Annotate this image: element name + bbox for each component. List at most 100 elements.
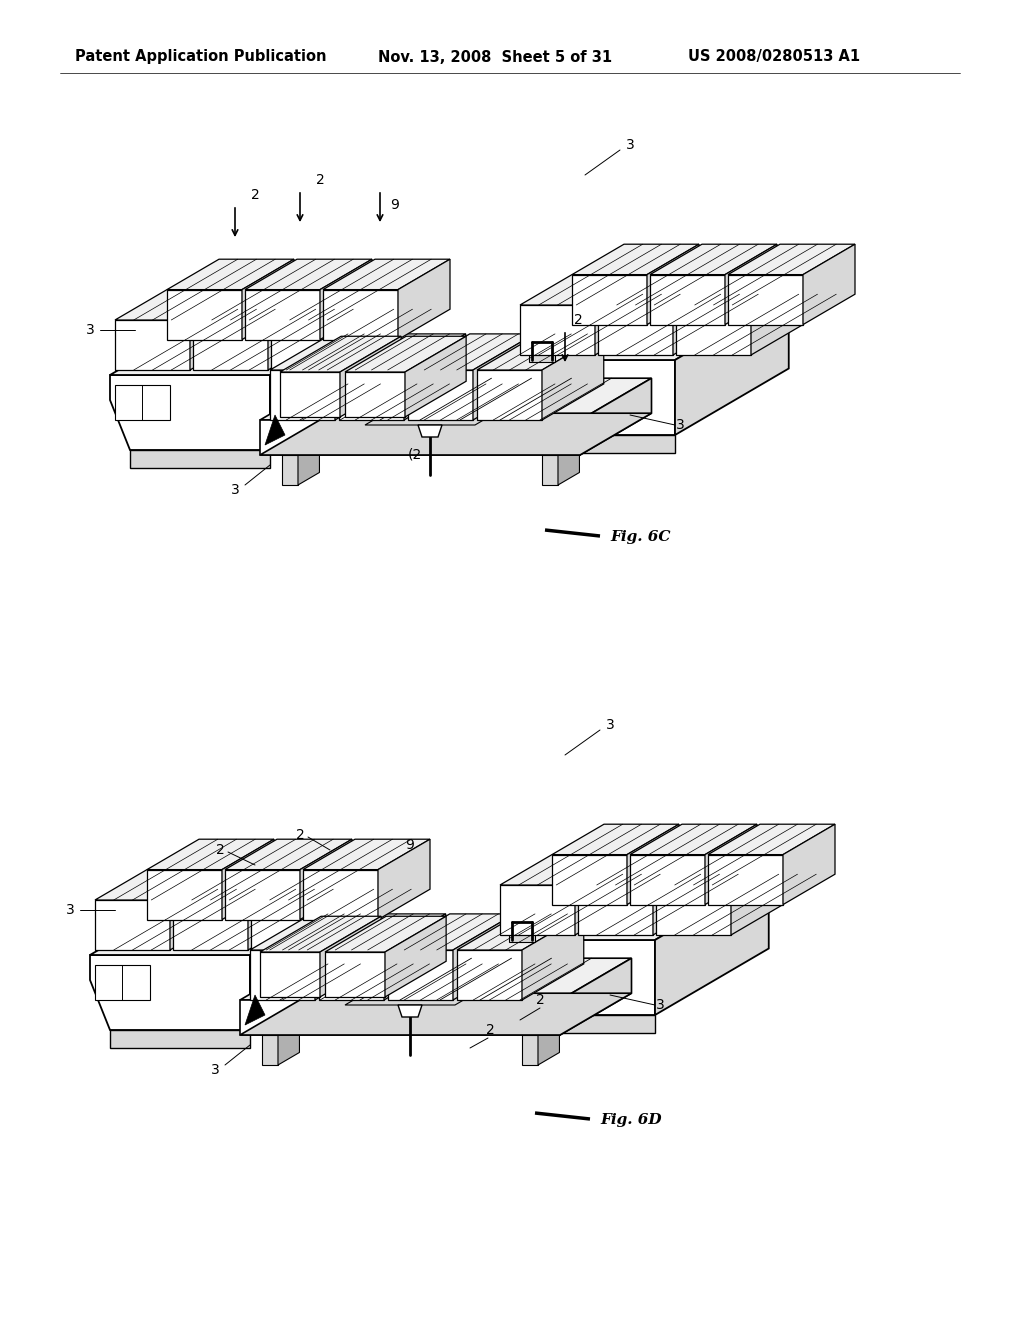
Polygon shape [477, 370, 542, 420]
Polygon shape [147, 870, 222, 920]
Polygon shape [115, 385, 170, 420]
Polygon shape [708, 824, 835, 854]
Polygon shape [248, 870, 300, 950]
Polygon shape [262, 1035, 278, 1065]
Polygon shape [673, 275, 725, 355]
Polygon shape [656, 884, 731, 935]
Polygon shape [538, 1023, 559, 1065]
Polygon shape [627, 824, 679, 904]
Text: Fig. 6D: Fig. 6D [600, 1113, 662, 1127]
Polygon shape [578, 884, 653, 935]
Polygon shape [560, 958, 632, 1035]
Polygon shape [319, 259, 372, 339]
Polygon shape [345, 372, 406, 417]
Polygon shape [325, 952, 385, 997]
Polygon shape [319, 916, 381, 997]
Polygon shape [542, 455, 558, 484]
Polygon shape [245, 995, 265, 1026]
Polygon shape [95, 965, 150, 1001]
Polygon shape [572, 244, 699, 275]
Polygon shape [260, 420, 580, 455]
Text: 2: 2 [315, 173, 325, 187]
Polygon shape [130, 450, 270, 469]
Polygon shape [457, 950, 522, 1001]
Polygon shape [250, 913, 377, 950]
Text: (2: (2 [408, 447, 422, 462]
Text: 2: 2 [296, 828, 304, 842]
Polygon shape [558, 442, 580, 484]
Polygon shape [225, 840, 352, 870]
Polygon shape [326, 870, 378, 950]
Text: 3: 3 [211, 1063, 219, 1077]
Polygon shape [453, 913, 515, 1001]
Polygon shape [95, 870, 222, 900]
Polygon shape [803, 244, 855, 325]
Polygon shape [90, 954, 250, 1030]
Polygon shape [298, 442, 319, 484]
Polygon shape [522, 913, 584, 1001]
Polygon shape [728, 275, 803, 325]
Polygon shape [378, 840, 430, 920]
Polygon shape [520, 275, 647, 305]
Polygon shape [270, 334, 396, 370]
Polygon shape [676, 305, 751, 355]
Polygon shape [147, 840, 274, 870]
Polygon shape [751, 275, 803, 355]
Polygon shape [251, 900, 326, 950]
Polygon shape [270, 370, 335, 420]
Polygon shape [225, 870, 300, 920]
Text: Nov. 13, 2008  Sheet 5 of 31: Nov. 13, 2008 Sheet 5 of 31 [378, 49, 612, 65]
Polygon shape [278, 1023, 299, 1065]
Polygon shape [251, 870, 378, 900]
Polygon shape [500, 854, 627, 884]
Polygon shape [268, 289, 319, 370]
Polygon shape [115, 319, 190, 370]
Polygon shape [675, 293, 788, 436]
Polygon shape [522, 1035, 538, 1065]
Polygon shape [190, 289, 242, 370]
Polygon shape [173, 870, 300, 900]
Polygon shape [500, 940, 655, 1015]
Polygon shape [240, 958, 632, 1001]
Polygon shape [90, 887, 367, 954]
Text: 2: 2 [485, 1023, 495, 1038]
Polygon shape [598, 305, 673, 355]
Polygon shape [529, 352, 555, 362]
Polygon shape [535, 436, 675, 453]
Text: 3: 3 [230, 483, 240, 498]
Polygon shape [250, 887, 367, 1030]
Polygon shape [260, 379, 651, 420]
Polygon shape [598, 275, 725, 305]
Polygon shape [473, 334, 535, 420]
Polygon shape [271, 319, 346, 370]
Polygon shape [408, 334, 535, 370]
Polygon shape [500, 884, 575, 935]
Polygon shape [650, 275, 725, 325]
Polygon shape [339, 370, 404, 420]
Polygon shape [340, 337, 401, 417]
Text: 2: 2 [536, 993, 545, 1007]
Polygon shape [731, 854, 783, 935]
Polygon shape [173, 900, 248, 950]
Polygon shape [110, 1030, 250, 1048]
Polygon shape [406, 337, 466, 417]
Text: 9: 9 [406, 838, 415, 851]
Polygon shape [242, 259, 294, 339]
Polygon shape [303, 870, 378, 920]
Text: US 2008/0280513 A1: US 2008/0280513 A1 [688, 49, 860, 65]
Polygon shape [457, 913, 584, 950]
Polygon shape [398, 259, 450, 339]
Text: Fig. 6C: Fig. 6C [610, 531, 671, 544]
Polygon shape [319, 913, 445, 950]
Polygon shape [193, 289, 319, 319]
Polygon shape [323, 289, 398, 339]
Text: 3: 3 [626, 139, 635, 152]
Polygon shape [520, 305, 595, 355]
Polygon shape [315, 913, 377, 1001]
Polygon shape [728, 244, 855, 275]
Polygon shape [303, 840, 430, 870]
Polygon shape [323, 259, 450, 289]
Polygon shape [388, 913, 515, 950]
Text: 3: 3 [605, 718, 614, 733]
Polygon shape [110, 375, 270, 450]
